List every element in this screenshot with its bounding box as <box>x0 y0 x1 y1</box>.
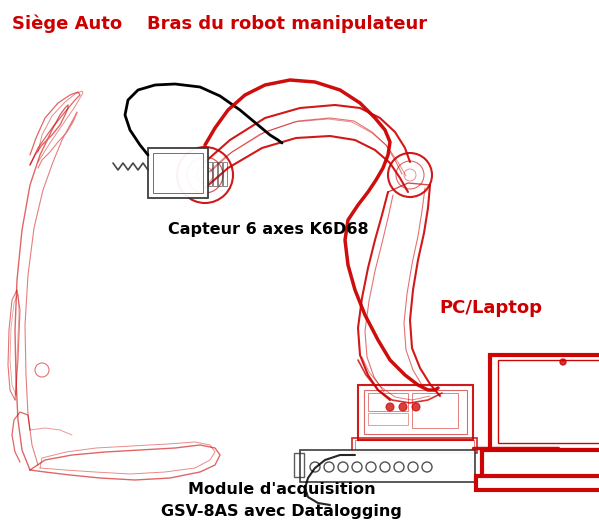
Bar <box>153 153 203 193</box>
Bar <box>355 440 474 451</box>
Bar <box>364 390 467 434</box>
Bar <box>223 162 227 186</box>
Text: Module d'acquisition: Module d'acquisition <box>187 482 376 496</box>
Bar <box>368 393 408 411</box>
Text: GSV-8AS avec Datalogging: GSV-8AS avec Datalogging <box>161 504 402 519</box>
Bar <box>412 393 458 428</box>
Bar <box>498 360 599 443</box>
Bar <box>482 450 599 478</box>
Bar <box>148 148 208 198</box>
Bar <box>300 450 475 482</box>
Text: Siège Auto: Siège Auto <box>12 14 122 33</box>
Bar <box>218 162 222 186</box>
Circle shape <box>399 403 407 411</box>
Bar <box>358 385 473 440</box>
Circle shape <box>560 359 566 365</box>
Bar <box>368 413 408 425</box>
Bar <box>208 162 212 186</box>
Text: Capteur 6 axes K6D68: Capteur 6 axes K6D68 <box>168 222 368 237</box>
Bar <box>352 438 477 453</box>
Bar <box>490 355 599 450</box>
Bar <box>294 453 304 477</box>
Text: PC/Laptop: PC/Laptop <box>440 299 543 317</box>
Bar <box>213 162 217 186</box>
Circle shape <box>412 403 420 411</box>
Bar <box>476 476 599 490</box>
Circle shape <box>386 403 394 411</box>
Text: Bras du robot manipulateur: Bras du robot manipulateur <box>147 15 428 33</box>
